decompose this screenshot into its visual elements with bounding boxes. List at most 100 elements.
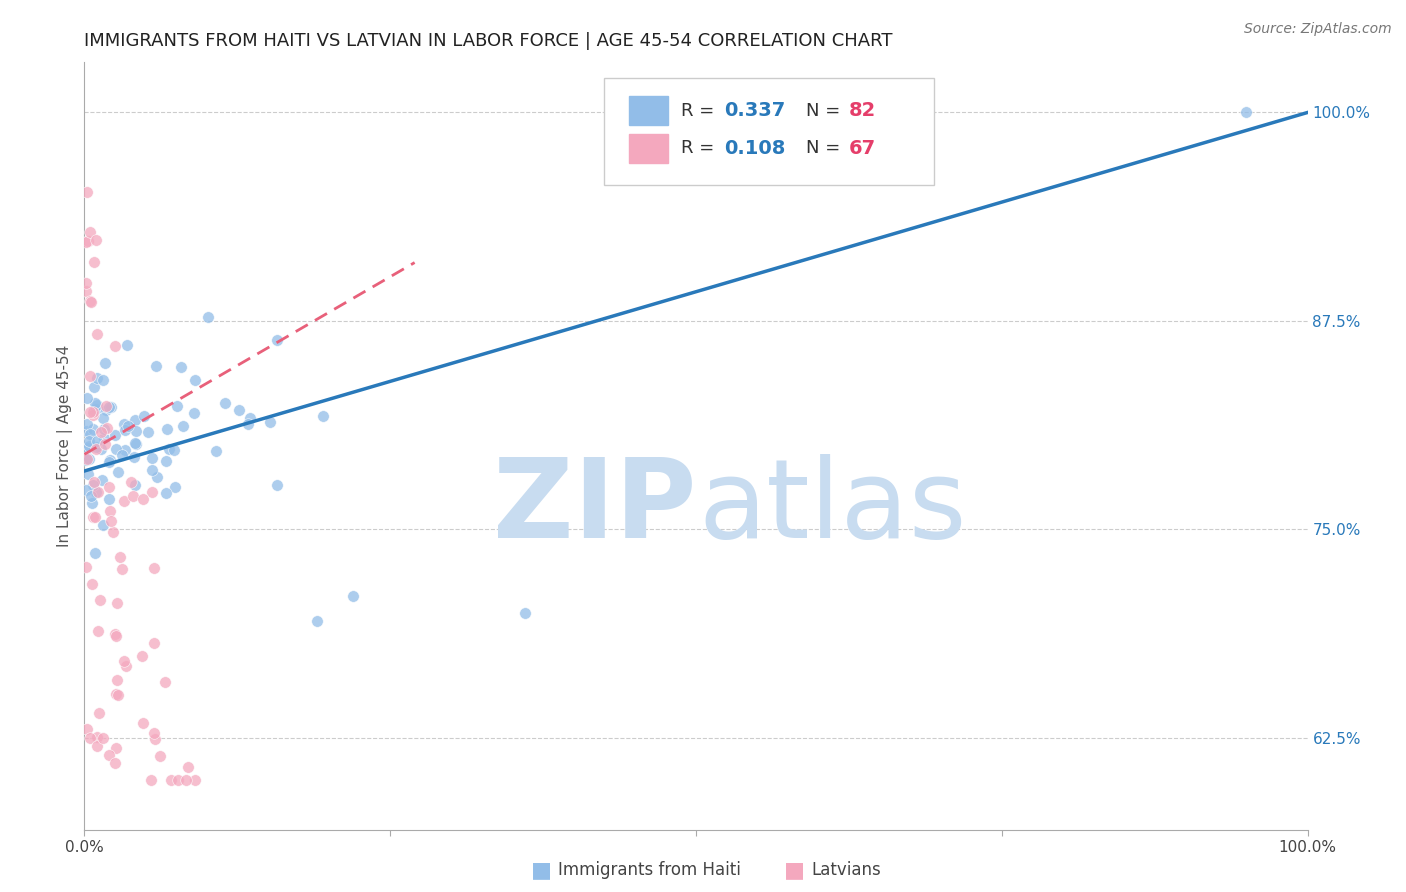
Point (165, 480, 187, 494)
Text: N =: N = (806, 102, 846, 120)
Point (172, 419, 194, 434)
Point (132, 492, 155, 507)
Point (105, 741, 128, 756)
Point (149, 748, 172, 763)
Point (80, 294, 103, 309)
Point (82, 510, 104, 524)
Point (112, 417, 135, 431)
Point (170, 359, 193, 374)
Point (86, 442, 108, 457)
Point (75, 277, 97, 291)
Point (75, 235, 97, 249)
Point (79, 439, 101, 453)
Point (122, 450, 145, 465)
Point (82, 405, 104, 419)
Point (84, 233, 107, 247)
Point (112, 654, 135, 668)
Point (84, 402, 107, 417)
Point (77, 451, 100, 466)
Point (80, 489, 103, 503)
Point (86, 398, 108, 412)
Text: IMMIGRANTS FROM HAITI VS LATVIAN IN LABOR FORCE | AGE 45-54 CORRELATION CHART: IMMIGRANTS FROM HAITI VS LATVIAN IN LABO… (84, 32, 893, 50)
Text: R =: R = (682, 139, 720, 157)
Point (94, 356, 117, 370)
Point (90, 425, 112, 439)
Point (82, 478, 104, 492)
Point (114, 442, 136, 457)
Point (107, 688, 129, 702)
Point (111, 449, 134, 463)
Point (139, 772, 162, 787)
Point (259, 416, 281, 430)
Point (94, 437, 117, 451)
Point (136, 425, 159, 439)
Point (86, 739, 108, 754)
Point (183, 406, 205, 420)
Point (110, 549, 132, 564)
Point (166, 399, 188, 413)
Point (79, 294, 101, 309)
Point (75, 285, 97, 299)
Point (86, 730, 108, 744)
Point (76, 722, 98, 736)
Point (131, 649, 153, 664)
Text: 0.108: 0.108 (724, 139, 786, 158)
Point (100, 514, 122, 528)
Text: ZIP: ZIP (492, 454, 696, 561)
Point (83, 403, 105, 417)
Point (96, 421, 118, 435)
Point (75, 560, 97, 574)
Point (141, 451, 163, 466)
Point (107, 466, 129, 480)
Point (157, 442, 180, 456)
Point (1236, 105, 1258, 120)
Point (75, 453, 97, 467)
Point (87, 624, 110, 639)
Point (101, 525, 124, 540)
Point (86, 371, 108, 385)
Point (76, 442, 98, 456)
Point (104, 428, 127, 442)
Point (91, 517, 114, 532)
Point (143, 726, 166, 740)
Point (162, 443, 184, 458)
Point (98, 453, 121, 467)
Text: N =: N = (806, 139, 846, 157)
Text: 0.337: 0.337 (724, 102, 786, 120)
Point (155, 422, 177, 436)
Point (90, 473, 112, 487)
Point (131, 715, 153, 730)
Point (105, 442, 128, 456)
Point (86, 326, 108, 341)
Point (266, 477, 288, 491)
Point (104, 627, 127, 641)
Point (80, 496, 103, 510)
Point (98, 504, 121, 518)
Point (145, 359, 167, 373)
Point (184, 772, 207, 787)
Point (91, 731, 114, 745)
Point (104, 339, 127, 353)
Point (93, 431, 115, 445)
Point (125, 437, 148, 451)
Point (94, 399, 117, 413)
Point (104, 756, 127, 770)
Point (134, 409, 156, 424)
Point (124, 413, 146, 427)
Point (84, 440, 107, 454)
Point (79, 225, 101, 239)
Bar (628, 134, 668, 163)
Text: ■: ■ (785, 860, 804, 880)
Point (120, 475, 142, 489)
Point (117, 338, 139, 352)
Point (84, 509, 107, 524)
Point (124, 478, 146, 492)
Point (89, 706, 111, 721)
Point (105, 629, 128, 643)
Point (76, 186, 98, 200)
Point (167, 772, 190, 787)
Point (174, 772, 197, 787)
Point (342, 589, 364, 603)
Point (82, 422, 104, 436)
Point (79, 405, 101, 419)
